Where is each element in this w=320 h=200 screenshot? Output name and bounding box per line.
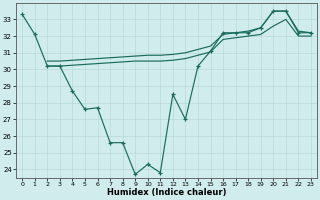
X-axis label: Humidex (Indice chaleur): Humidex (Indice chaleur) [107,188,226,197]
